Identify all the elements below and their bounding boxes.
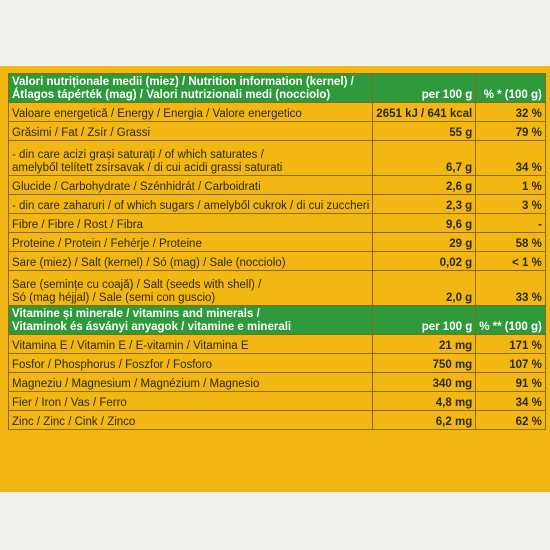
- row-label: Sare (miez) / Salt (kernel) / Só (mag) /…: [7, 251, 374, 271]
- row-pct: 33 %: [475, 270, 546, 306]
- row-label: - din care zaharuri / of which sugars / …: [7, 194, 374, 214]
- row-label-line2: amelyből telített zsírsavak / di cui aci…: [12, 162, 283, 174]
- row-pct: 107 %: [475, 353, 546, 373]
- vitamins-header-row: Vitamine și minerale / vitamins and mine…: [7, 305, 546, 335]
- nutrition-header-line1: Valori nutriționale medii (miez) / Nutri…: [12, 76, 354, 88]
- table-row-sugars: - din care zaharuri / of which sugars / …: [7, 194, 546, 214]
- row-pct: 91 %: [475, 372, 546, 392]
- nutrition-header-per100: per 100 g: [372, 73, 477, 103]
- row-label: Fier / Iron / Vas / Ferro: [7, 391, 374, 411]
- row-per100: 21 mg: [372, 334, 477, 354]
- row-label-line1: - din care acizi grași saturați / of whi…: [12, 149, 264, 161]
- table-row-protein: Proteine / Protein / Fehérje / Proteine …: [7, 232, 546, 252]
- nutrition-header-line2: Átlagos tápérték (mag) / Valori nutrizio…: [12, 89, 331, 101]
- row-pct: 58 %: [475, 232, 546, 252]
- row-per100: 750 mg: [372, 353, 477, 373]
- table-row-carbohydrate: Glucide / Carbohydrate / Szénhidrát / Ca…: [7, 175, 546, 195]
- row-label: Fibre / Fibre / Rost / Fibra: [7, 213, 374, 233]
- row-per100: 6,7 g: [372, 140, 477, 176]
- table-row-fat: Grăsimi / Fat / Zsír / Grassi 55 g 79 %: [7, 121, 546, 141]
- row-pct: 3 %: [475, 194, 546, 214]
- row-pct: 1 %: [475, 175, 546, 195]
- row-per100: 340 mg: [372, 372, 477, 392]
- row-label: Magneziu / Magnesium / Magnézium / Magne…: [7, 372, 374, 392]
- row-per100: 2651 kJ / 641 kcal: [372, 102, 477, 122]
- vitamins-header-pct: % ** (100 g): [475, 305, 546, 335]
- row-label: Zinc / Zinc / Cink / Zinco: [7, 410, 374, 430]
- row-pct: 62 %: [475, 410, 546, 430]
- row-per100: 2,6 g: [372, 175, 477, 195]
- row-label-line2: Só (mag héjjal) / Sale (semi con guscio): [12, 292, 216, 304]
- table-row-salt-kernel: Sare (miez) / Salt (kernel) / Só (mag) /…: [7, 251, 546, 271]
- row-label: - din care acizi grași saturați / of whi…: [7, 140, 374, 176]
- row-pct: 79 %: [475, 121, 546, 141]
- row-per100: 6,2 mg: [372, 410, 477, 430]
- vitamins-header-line2: Vitaminok és ásványi anyagok / vitamine …: [12, 321, 292, 333]
- row-pct: -: [475, 213, 546, 233]
- row-per100: 29 g: [372, 232, 477, 252]
- row-label: Glucide / Carbohydrate / Szénhidrát / Ca…: [7, 175, 374, 195]
- row-per100: 4,8 mg: [372, 391, 477, 411]
- row-per100: 0,02 g: [372, 251, 477, 271]
- row-label: Valoare energetică / Energy / Energia / …: [7, 102, 374, 122]
- row-label: Vitamina E / Vitamin E / E-vitamin / Vit…: [7, 334, 374, 354]
- nutrition-table: Valori nutriționale medii (miez) / Nutri…: [7, 73, 546, 430]
- table-row-zinc: Zinc / Zinc / Cink / Zinco 6,2 mg 62 %: [7, 410, 546, 430]
- row-pct: < 1 %: [475, 251, 546, 271]
- row-per100: 9,6 g: [372, 213, 477, 233]
- row-per100: 2,0 g: [372, 270, 477, 306]
- row-pct: 32 %: [475, 102, 546, 122]
- table-row-vitamin-e: Vitamina E / Vitamin E / E-vitamin / Vit…: [7, 334, 546, 354]
- row-label: Fosfor / Phosphorus / Foszfor / Fosforo: [7, 353, 374, 373]
- row-per100: 2,3 g: [372, 194, 477, 214]
- nutrition-header-label: Valori nutriționale medii (miez) / Nutri…: [7, 73, 374, 103]
- row-per100: 55 g: [372, 121, 477, 141]
- vitamins-header-line1: Vitamine și minerale / vitamins and mine…: [12, 308, 260, 320]
- vitamins-header-label: Vitamine și minerale / vitamins and mine…: [7, 305, 374, 335]
- row-pct: 171 %: [475, 334, 546, 354]
- table-row-saturates: - din care acizi grași saturați / of whi…: [7, 140, 546, 176]
- row-label: Sare (semințe cu coajă) / Salt (seeds wi…: [7, 270, 374, 306]
- table-row-iron: Fier / Iron / Vas / Ferro 4,8 mg 34 %: [7, 391, 546, 411]
- table-row-phosphorus: Fosfor / Phosphorus / Foszfor / Fosforo …: [7, 353, 546, 373]
- table-row-magnesium: Magneziu / Magnesium / Magnézium / Magne…: [7, 372, 546, 392]
- nutrition-header-row: Valori nutriționale medii (miez) / Nutri…: [7, 73, 546, 103]
- row-label-line1: Sare (semințe cu coajă) / Salt (seeds wi…: [12, 279, 262, 291]
- row-pct: 34 %: [475, 140, 546, 176]
- table-row-energy: Valoare energetică / Energy / Energia / …: [7, 102, 546, 122]
- vitamins-header-per100: per 100 g: [372, 305, 477, 335]
- table-row-fibre: Fibre / Fibre / Rost / Fibra 9,6 g -: [7, 213, 546, 233]
- row-label: Proteine / Protein / Fehérje / Proteine: [7, 232, 374, 252]
- nutrition-header-pct: % * (100 g): [475, 73, 546, 103]
- table-row-salt-shell: Sare (semințe cu coajă) / Salt (seeds wi…: [7, 270, 546, 306]
- row-pct: 34 %: [475, 391, 546, 411]
- row-label: Grăsimi / Fat / Zsír / Grassi: [7, 121, 374, 141]
